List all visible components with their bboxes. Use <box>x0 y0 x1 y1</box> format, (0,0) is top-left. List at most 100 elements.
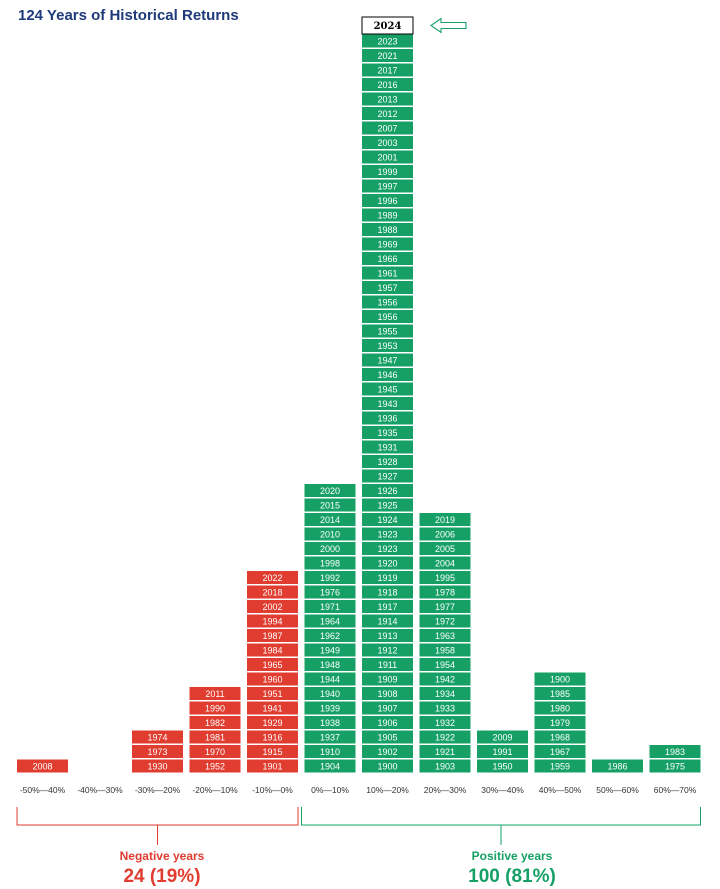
year-label: 2009 <box>492 732 512 742</box>
year-label: 1903 <box>435 761 455 771</box>
positive-group-bracket <box>301 807 701 845</box>
year-label: 1932 <box>435 718 455 728</box>
year-label: 1960 <box>262 674 282 684</box>
year-label: 2006 <box>435 529 455 539</box>
year-cell <box>304 745 356 758</box>
year-cell <box>419 614 471 628</box>
year-cell <box>362 49 413 62</box>
year-cell <box>534 701 586 715</box>
year-cell <box>362 411 413 425</box>
year-cell <box>362 730 413 744</box>
year-cell <box>189 701 241 715</box>
year-label: 1900 <box>550 674 570 684</box>
redacted-subtitle-area <box>14 42 290 82</box>
bin-tick-label: 30%—40% <box>481 785 524 795</box>
year-cell <box>362 150 413 164</box>
year-label: 1969 <box>377 239 397 249</box>
year-cell <box>362 455 413 468</box>
year-label: 1986 <box>607 761 627 771</box>
year-cell <box>419 571 471 584</box>
year-label: 2013 <box>377 94 397 104</box>
year-cell <box>189 716 241 729</box>
year-label: 1977 <box>435 602 455 612</box>
year-cell <box>304 484 356 497</box>
year-label: 1976 <box>320 587 340 597</box>
year-cell <box>304 542 356 555</box>
year-label: 1950 <box>492 761 512 771</box>
year-label: 1985 <box>550 689 570 699</box>
year-cell <box>304 643 356 657</box>
year-cell <box>362 469 413 483</box>
year-label: 1926 <box>377 486 397 496</box>
year-cell <box>247 629 298 642</box>
year-cell <box>477 745 528 758</box>
year-label: 1913 <box>377 631 397 641</box>
year-cell <box>362 658 413 671</box>
year-cell <box>362 571 413 584</box>
year-label: 2023 <box>377 36 397 46</box>
bin-tick-label: 40%—50% <box>539 785 582 795</box>
year-label: 1908 <box>377 689 397 699</box>
year-cell <box>419 730 471 744</box>
year-label: 1916 <box>262 732 282 742</box>
year-label: 1982 <box>205 718 225 728</box>
year-label: 1948 <box>320 660 340 670</box>
year-label: 1964 <box>320 616 340 626</box>
year-label: 1967 <box>550 747 570 757</box>
highlighted-year-label: 2024 <box>374 21 402 32</box>
year-label: 1904 <box>320 761 340 771</box>
year-cell <box>362 339 413 352</box>
year-label: 1900 <box>377 761 397 771</box>
year-cell <box>247 730 298 744</box>
year-cell <box>534 687 586 700</box>
year-cell <box>304 658 356 671</box>
negative-years-value: 24 (19%) <box>123 866 201 887</box>
year-cell <box>189 730 241 744</box>
year-cell <box>362 556 413 570</box>
year-cell <box>247 658 298 671</box>
year-label: 1943 <box>377 399 397 409</box>
year-label: 1945 <box>377 384 397 394</box>
year-cell <box>419 672 471 686</box>
year-label: 1901 <box>262 761 282 771</box>
year-label: 1936 <box>377 413 397 423</box>
year-cell <box>419 716 471 729</box>
year-label: 1989 <box>377 210 397 220</box>
year-label: 2005 <box>435 544 455 554</box>
year-cell <box>132 759 183 773</box>
year-cell <box>362 716 413 729</box>
year-cell <box>362 629 413 642</box>
year-label: 1980 <box>550 703 570 713</box>
year-label: 1949 <box>320 645 340 655</box>
year-label: 1923 <box>377 529 397 539</box>
positive-years-label: Positive years <box>471 849 553 863</box>
year-cell <box>362 440 413 454</box>
year-label: 2012 <box>377 109 397 119</box>
year-label: 1912 <box>377 645 397 655</box>
year-cell <box>649 745 701 758</box>
year-label: 1968 <box>550 732 570 742</box>
year-cell <box>419 542 471 555</box>
year-label: 2020 <box>320 486 340 496</box>
year-label: 1999 <box>377 167 397 177</box>
negative-years-label: Negative years <box>119 849 205 863</box>
year-label: 1934 <box>435 689 455 699</box>
year-cell <box>304 585 356 599</box>
year-label: 2018 <box>262 587 282 597</box>
year-cell <box>132 730 183 744</box>
year-cell <box>362 614 413 628</box>
year-label: 1962 <box>320 631 340 641</box>
year-cell <box>247 571 298 584</box>
year-cell <box>362 353 413 367</box>
year-label: 1983 <box>665 747 685 757</box>
year-cell <box>362 745 413 758</box>
year-cell <box>419 658 471 671</box>
year-label: 2015 <box>320 500 340 510</box>
year-label: 1952 <box>205 761 225 771</box>
year-label: 1953 <box>377 341 397 351</box>
bin-tick-label: 20%—30% <box>424 785 467 795</box>
year-cell <box>247 672 298 686</box>
year-cell <box>419 629 471 642</box>
year-label: 2004 <box>435 558 455 568</box>
